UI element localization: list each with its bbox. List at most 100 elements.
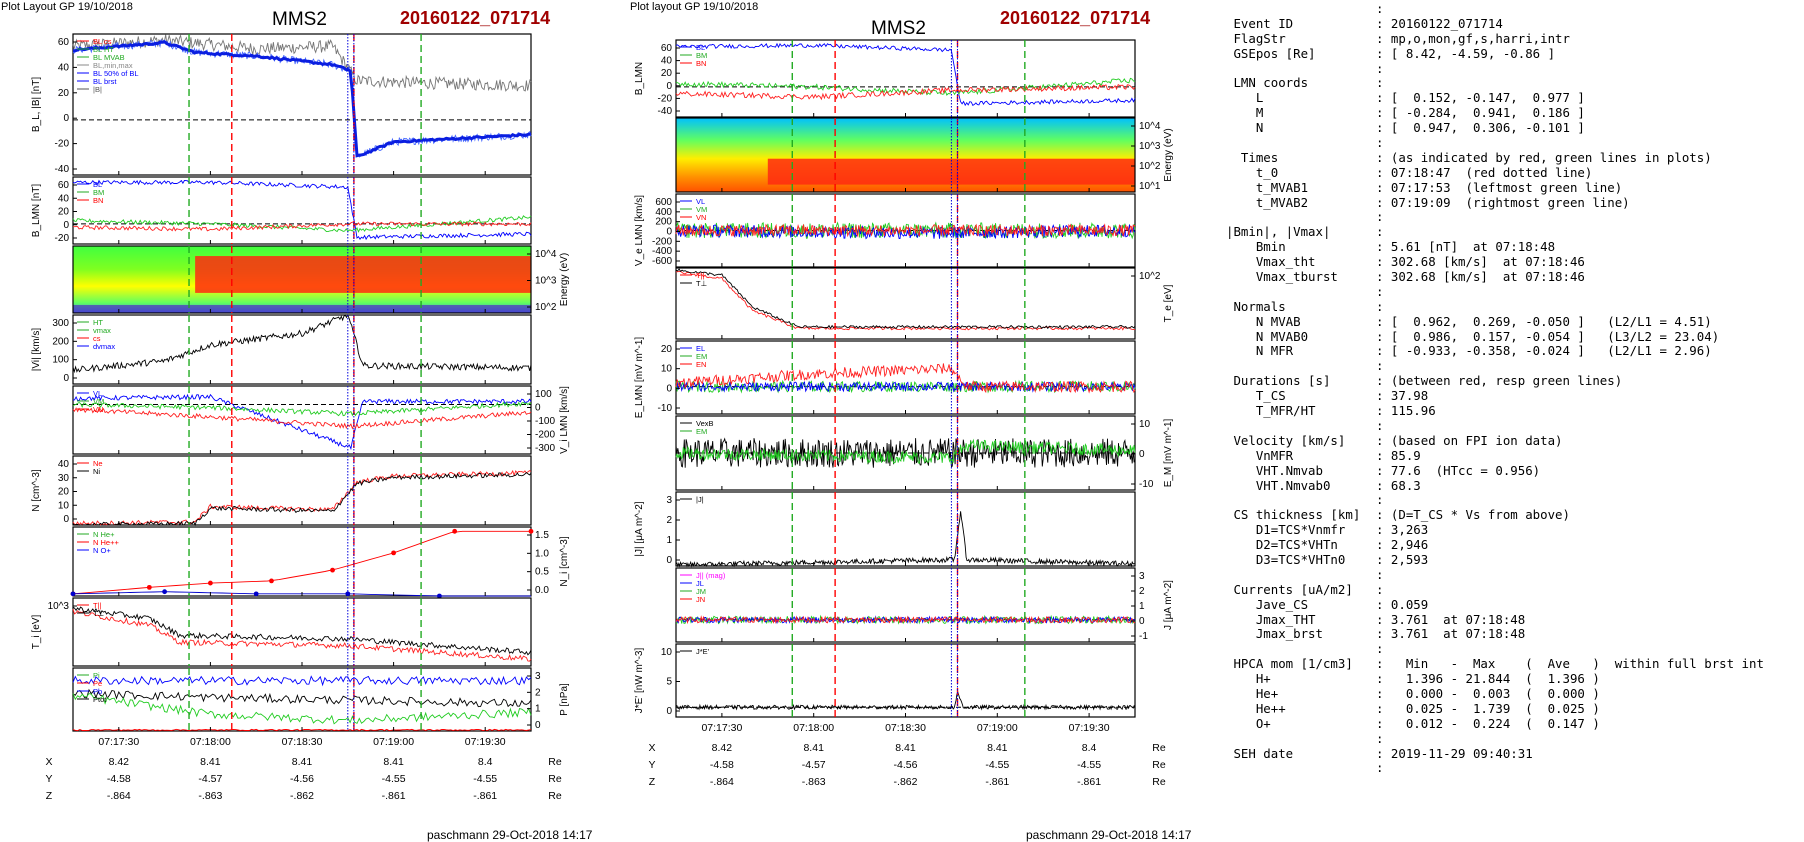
time-tick-label: 07:18:30 [282, 736, 323, 748]
y-tick-label-right: -10 [1139, 479, 1154, 490]
y-axis-label-right: E_M [mV m^-1] [1163, 418, 1174, 487]
info-value: : [1376, 1, 1384, 16]
info-key: HPCA mom [1/cm3] [1226, 656, 1353, 672]
legend-label: EM [696, 352, 707, 361]
y-tick-label-right: -300 [535, 443, 555, 454]
info-key: He++ [1226, 700, 1286, 716]
time-tick-label: 07:19:30 [465, 736, 506, 748]
info-value: : [1376, 358, 1384, 374]
info-line: VHT.Nmvab: 77.6 (HTcc = 0.956) [1226, 463, 1764, 479]
info-value: : 0.025 - 1.739 ( 0.025 ) [1376, 700, 1600, 716]
panel-frame [675, 567, 1136, 643]
info-value: : 2,946 [1376, 537, 1429, 553]
info-value: : 2019-11-29 09:40:31 [1376, 745, 1533, 761]
info-value: : mp,o,mon,gf,s,harri,intr [1376, 30, 1570, 46]
series-line [675, 224, 1136, 240]
info-key: Jmax_THT [1226, 611, 1316, 627]
info-key: t_MVAB1 [1226, 179, 1309, 195]
info-key: Velocity [km/s] [1226, 432, 1346, 448]
info-value: : 5.61 [nT] at 07:18:48 [1376, 239, 1556, 255]
legend-label: J*E' [696, 647, 710, 656]
info-value: : 115.96 [1376, 403, 1436, 419]
series-line [72, 530, 531, 595]
y-tick-label-right: 0 [1139, 449, 1145, 460]
legend-label: BL cs [93, 37, 112, 46]
time-tick-label: 07:17:30 [701, 722, 742, 734]
info-key: CS thickness [km] [1226, 507, 1361, 523]
y-axis-label: B_L, |B| [nT] [31, 77, 42, 132]
info-line: D3=TCS*VHTn0: 2,593 [1226, 552, 1764, 568]
series-line [72, 39, 532, 158]
info-line: SEH date: 2019-11-29 09:40:31 [1226, 745, 1764, 762]
y-tick-label-right: 0 [535, 720, 541, 731]
info-key: T_MFR/HT [1226, 403, 1316, 419]
info-value: : [1376, 224, 1384, 240]
position-row-label: Z [649, 776, 656, 788]
series-line [72, 407, 532, 430]
panel-6: 1.5 1.0 0.5 0.0 N_i [cm^-3] N He+N He++N O+ [70, 526, 570, 599]
position-value: -.862 [290, 790, 314, 802]
series-line [675, 270, 1135, 331]
info-key: VnMFR [1226, 447, 1294, 463]
info-line: T_MFR/HT : 115.96 [1226, 403, 1764, 419]
info-value: : [ 0.947, 0.306, -0.101 ] [1376, 120, 1585, 136]
y-tick-label-right: -1 [1139, 631, 1148, 642]
info-key: H+ [1226, 671, 1271, 687]
info-line: : [1226, 60, 1764, 77]
panel-frame [675, 39, 1136, 118]
info-line: He+: 0.000 - 0.003 ( 0.000 ) [1226, 686, 1764, 702]
info-line: N MVAB: [ 0.962, 0.269, -0.050 ] (L2/L1 … [1226, 314, 1764, 330]
y-tick-label-right: 10^4 [1139, 121, 1161, 132]
series-line [675, 223, 1136, 238]
y-tick-label: 0 [63, 514, 69, 525]
y-tick-label: 60 [58, 37, 70, 48]
y-tick-label: 10 [661, 364, 673, 375]
info-value: : Min - Max ( Ave ) within full brst int [1376, 656, 1764, 672]
position-value: -.864 [107, 790, 131, 802]
position-unit: Re [1152, 759, 1166, 771]
info-value: : [1376, 60, 1384, 76]
info-line: : [1226, 284, 1764, 300]
legend-label: BL MVAB [93, 53, 125, 62]
y-tick-label: 0 [63, 373, 69, 384]
legend-label: BL [93, 180, 102, 189]
info-value: : [1376, 209, 1384, 225]
legend-label: BM [93, 188, 104, 197]
series-line [675, 268, 1136, 330]
panel-frame [72, 455, 532, 526]
info-key: N [1226, 120, 1264, 136]
position-unit: Re [1152, 776, 1166, 788]
y-tick-label: 0 [666, 227, 672, 238]
info-key: Normals [1226, 298, 1286, 314]
info-key: M [1226, 105, 1264, 121]
footer-left: paschmann 29-Oct-2018 14:17 [427, 828, 593, 842]
position-value: -4.56 [290, 773, 314, 785]
legend-label: EL [696, 344, 705, 353]
y-tick-label: 0 [666, 81, 672, 92]
info-line: t_MVAB2: 07:19:09 (rightmost green line) [1226, 194, 1764, 211]
info-value: : [1376, 135, 1384, 151]
position-value: 8.42 [109, 756, 130, 768]
info-value: : (as indicated by red, green lines in p… [1376, 149, 1712, 165]
y-tick-label: -20 [658, 93, 673, 104]
info-key: t_MVAB2 [1226, 194, 1309, 210]
y-axis-label: B_LMN [634, 62, 645, 95]
legend-label: T|| [93, 601, 102, 610]
legend-label: EN [696, 360, 706, 369]
y-tick-label: 60 [661, 43, 673, 54]
info-line: : [1226, 135, 1764, 151]
info-line: : [1226, 210, 1764, 225]
y-tick-label: 0 [63, 220, 69, 231]
event-info-panel: : Event ID: 20160122_071714 FlagStr: mp,… [1226, 1, 1764, 776]
info-value: : [1376, 417, 1384, 433]
position-unit: Re [548, 756, 562, 768]
series-line [675, 83, 1136, 101]
info-value: : 302.68 [km/s] at 07:18:46 [1376, 269, 1585, 285]
info-line: Durations [s]: (between red, resp green … [1226, 373, 1764, 389]
info-line: Currents [uA/m2]: [1226, 582, 1764, 598]
y-tick-label: 10 [661, 647, 673, 658]
